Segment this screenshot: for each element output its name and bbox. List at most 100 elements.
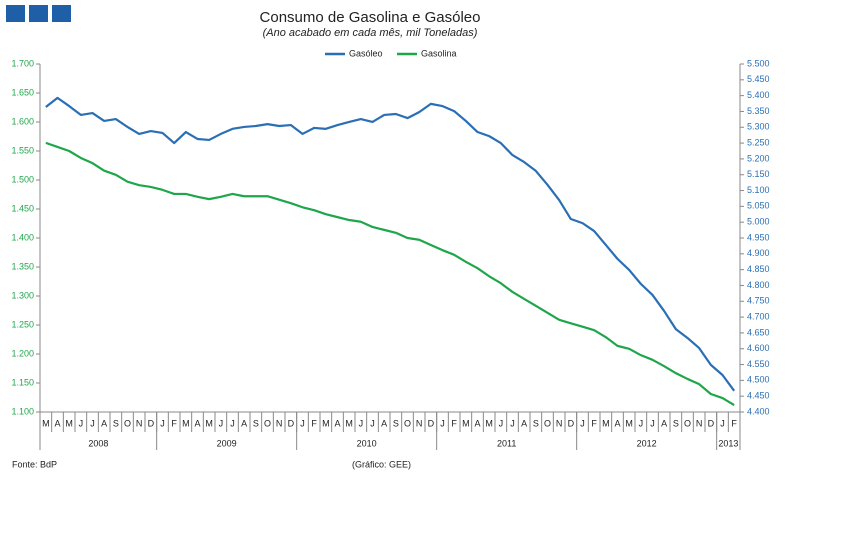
x-tick-label: D bbox=[708, 418, 715, 428]
year-label: 2012 bbox=[637, 438, 657, 448]
x-tick-label: J bbox=[720, 418, 725, 428]
x-tick-label: J bbox=[90, 418, 95, 428]
x-tick-label: M bbox=[205, 418, 213, 428]
y2-tick-label: 5.050 bbox=[747, 201, 770, 211]
x-tick-label: A bbox=[194, 418, 200, 428]
y2-tick-label: 4.650 bbox=[747, 327, 770, 337]
y2-tick-label: 4.900 bbox=[747, 248, 770, 258]
y2-tick-label: 4.600 bbox=[747, 343, 770, 353]
x-tick-label: N bbox=[276, 418, 283, 428]
y2-tick-label: 4.550 bbox=[747, 359, 770, 369]
y-tick-label: 1.500 bbox=[11, 174, 34, 184]
x-tick-label: D bbox=[428, 418, 435, 428]
y2-tick-label: 5.100 bbox=[747, 185, 770, 195]
y-tick-label: 1.250 bbox=[11, 319, 34, 329]
logo-block bbox=[6, 5, 25, 22]
x-tick-label: F bbox=[311, 418, 317, 428]
y-tick-label: 1.150 bbox=[11, 377, 34, 387]
y-tick-label: 1.550 bbox=[11, 145, 34, 155]
x-tick-label: D bbox=[568, 418, 575, 428]
y2-tick-label: 5.250 bbox=[747, 137, 770, 147]
y2-tick-label: 5.400 bbox=[747, 90, 770, 100]
y2-tick-label: 4.400 bbox=[747, 406, 770, 416]
chart-title: Consumo de Gasolina e Gasóleo bbox=[260, 9, 481, 26]
x-tick-label: O bbox=[544, 418, 551, 428]
y2-tick-label: 5.150 bbox=[747, 169, 770, 179]
x-tick-label: O bbox=[684, 418, 691, 428]
y2-tick-label: 5.500 bbox=[747, 58, 770, 68]
y2-tick-label: 4.750 bbox=[747, 296, 770, 306]
x-tick-label: A bbox=[241, 418, 247, 428]
y2-tick-label: 5.450 bbox=[747, 74, 770, 84]
x-tick-label: S bbox=[113, 418, 119, 428]
y2-tick-label: 5.300 bbox=[747, 122, 770, 132]
y2-tick-label: 4.950 bbox=[747, 232, 770, 242]
x-tick-label: M bbox=[182, 418, 190, 428]
x-tick-label: F bbox=[171, 418, 177, 428]
x-tick-label: A bbox=[381, 418, 387, 428]
x-tick-label: A bbox=[474, 418, 480, 428]
x-tick-label: J bbox=[639, 418, 644, 428]
y-tick-label: 1.650 bbox=[11, 87, 34, 97]
x-tick-label: J bbox=[359, 418, 364, 428]
x-tick-label: F bbox=[731, 418, 737, 428]
legend-label: Gasóleo bbox=[349, 48, 383, 58]
x-tick-label: O bbox=[124, 418, 131, 428]
y-tick-label: 1.100 bbox=[11, 406, 34, 416]
year-label: 2011 bbox=[497, 438, 516, 448]
series-line bbox=[45, 141, 735, 406]
series-line bbox=[45, 96, 736, 392]
year-label: 2010 bbox=[357, 438, 377, 448]
x-tick-label: M bbox=[42, 418, 50, 428]
source: Fonte: BdP bbox=[12, 459, 57, 469]
y-tick-label: 1.350 bbox=[11, 261, 34, 271]
x-tick-label: F bbox=[591, 418, 597, 428]
x-tick-label: A bbox=[661, 418, 667, 428]
x-tick-label: D bbox=[288, 418, 295, 428]
x-tick-label: S bbox=[393, 418, 399, 428]
x-tick-label: S bbox=[533, 418, 539, 428]
y-tick-label: 1.700 bbox=[11, 58, 34, 68]
x-tick-label: J bbox=[499, 418, 504, 428]
chart-subtitle: (Ano acabado em cada mês, mil Toneladas) bbox=[263, 27, 478, 39]
y-tick-label: 1.200 bbox=[11, 348, 34, 358]
y2-tick-label: 4.450 bbox=[747, 391, 770, 401]
y2-tick-label: 4.800 bbox=[747, 280, 770, 290]
legend-label: Gasolina bbox=[421, 48, 457, 58]
x-tick-label: J bbox=[510, 418, 515, 428]
y-tick-label: 1.450 bbox=[11, 203, 34, 213]
year-label: 2013 bbox=[718, 438, 738, 448]
x-tick-label: J bbox=[650, 418, 655, 428]
y-tick-label: 1.400 bbox=[11, 232, 34, 242]
x-tick-label: A bbox=[101, 418, 107, 428]
year-label: 2009 bbox=[217, 438, 237, 448]
x-tick-label: D bbox=[148, 418, 155, 428]
x-tick-label: A bbox=[54, 418, 60, 428]
x-tick-label: J bbox=[160, 418, 165, 428]
y2-tick-label: 5.200 bbox=[747, 153, 770, 163]
y2-tick-label: 4.500 bbox=[747, 375, 770, 385]
x-tick-label: F bbox=[451, 418, 457, 428]
x-tick-label: J bbox=[440, 418, 445, 428]
year-label: 2008 bbox=[88, 438, 108, 448]
x-tick-label: M bbox=[625, 418, 633, 428]
x-tick-label: A bbox=[521, 418, 527, 428]
logo-block bbox=[52, 5, 71, 22]
x-tick-label: M bbox=[602, 418, 610, 428]
x-tick-label: J bbox=[370, 418, 375, 428]
x-tick-label: M bbox=[462, 418, 470, 428]
x-tick-label: M bbox=[65, 418, 73, 428]
x-tick-label: S bbox=[253, 418, 259, 428]
x-tick-label: O bbox=[264, 418, 271, 428]
y-tick-label: 1.300 bbox=[11, 290, 34, 300]
y2-tick-label: 5.000 bbox=[747, 217, 770, 227]
y2-tick-label: 4.850 bbox=[747, 264, 770, 274]
x-tick-label: M bbox=[322, 418, 330, 428]
x-tick-label: N bbox=[556, 418, 563, 428]
x-tick-label: J bbox=[580, 418, 585, 428]
x-tick-label: A bbox=[334, 418, 340, 428]
x-tick-label: N bbox=[696, 418, 703, 428]
y-tick-label: 1.600 bbox=[11, 116, 34, 126]
y2-tick-label: 5.350 bbox=[747, 106, 770, 116]
x-tick-label: M bbox=[485, 418, 493, 428]
